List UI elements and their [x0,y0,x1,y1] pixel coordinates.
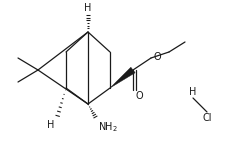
Text: O: O [153,52,161,62]
Text: O: O [135,91,143,101]
Text: Cl: Cl [202,113,212,123]
Text: H: H [189,87,197,97]
Text: NH$_2$: NH$_2$ [98,120,118,134]
Text: H: H [84,3,92,13]
Text: H: H [47,120,54,130]
Polygon shape [110,67,135,88]
